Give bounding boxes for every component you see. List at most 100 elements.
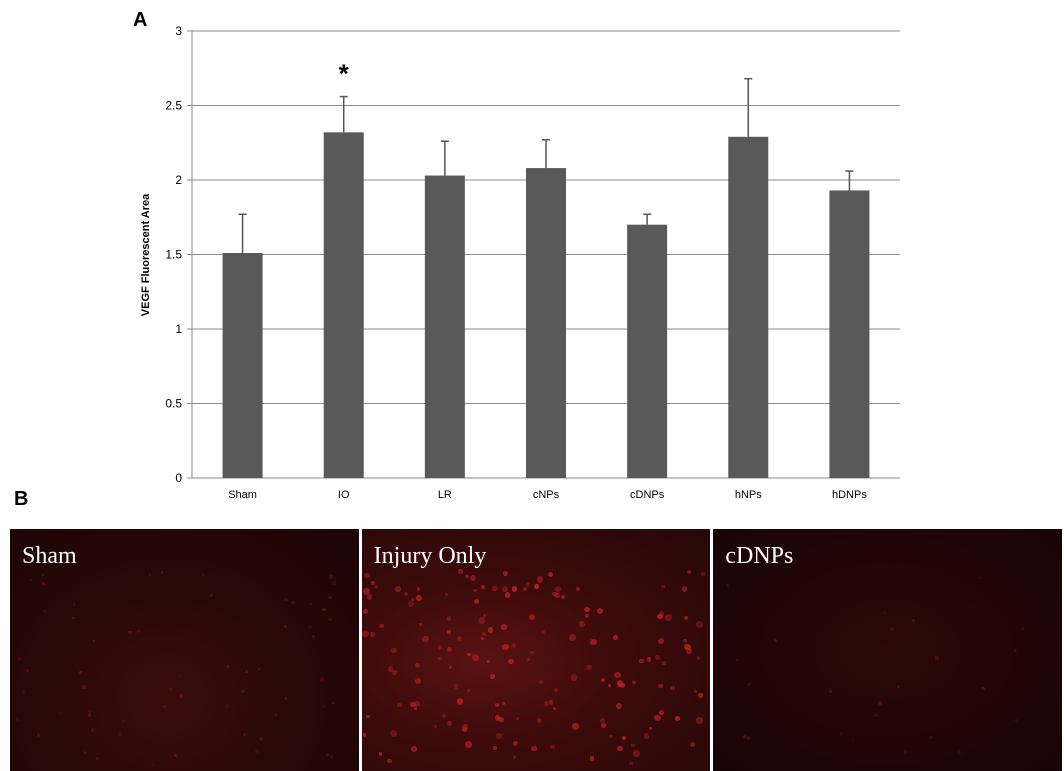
fluorescent-speckle: [607, 683, 612, 688]
fluorescent-speckle: [874, 713, 878, 718]
fluorescent-speckle: [362, 608, 369, 615]
fluorescent-speckle: [415, 678, 422, 684]
fluorescent-speckle: [570, 674, 577, 681]
fluorescent-speckle: [255, 749, 259, 754]
fluorescent-speckle: [322, 704, 326, 708]
fluorescent-speckle: [467, 689, 471, 693]
fluorescent-speckle: [1020, 627, 1025, 631]
fluorescent-speckle: [446, 616, 452, 621]
bar-hdnps: [829, 190, 870, 478]
category-label: LR: [438, 489, 452, 501]
fluorescent-speckle: [327, 617, 332, 622]
fluorescent-speckle: [395, 586, 401, 592]
fluorescent-speckle: [87, 713, 91, 717]
y-tick-label: 0.5: [165, 397, 182, 411]
fluorescent-speckle: [397, 703, 402, 708]
image-label: Injury Only: [373, 543, 487, 569]
fluorescent-speckle: [633, 750, 641, 758]
fluorescent-speckle: [617, 745, 623, 752]
fluorescent-speckle: [525, 581, 530, 586]
fluorescent-speckle: [387, 666, 394, 672]
fluorescent-speckle: [389, 730, 397, 737]
significance-marker: *: [339, 59, 350, 89]
fluorescent-speckle: [646, 656, 652, 662]
fluorescent-speckle: [639, 658, 644, 663]
fluorescent-speckle: [935, 656, 939, 660]
fluorescent-speckle: [226, 664, 230, 668]
image-label: Sham: [22, 543, 77, 569]
fluorescent-speckle: [981, 686, 985, 691]
fluorescent-speckle: [122, 719, 126, 724]
fluorescent-speckle: [553, 706, 557, 710]
fluorescent-speckle: [531, 745, 537, 752]
fluorescent-speckle: [584, 606, 590, 613]
fluorescent-speckle: [682, 638, 687, 643]
fluorescent-speckle: [284, 598, 288, 602]
fluorescent-speckle: [971, 606, 975, 610]
fluorescent-speckle: [495, 702, 500, 707]
fluorescent-speckle: [37, 733, 41, 737]
fluorescent-speckle: [151, 763, 154, 767]
fluorescent-speckle: [1013, 649, 1017, 653]
fluorescent-speckle: [619, 682, 625, 688]
fluorescent-speckle: [96, 756, 100, 760]
fluorescent-speckle: [589, 756, 595, 762]
fluorescent-speckle: [320, 677, 324, 682]
y-tick-label: 1: [175, 322, 182, 336]
fluorescent-speckle: [481, 636, 485, 640]
fluorescent-speckle: [284, 697, 288, 701]
fluorescent-speckle: [445, 592, 449, 596]
fluorescent-speckle: [735, 658, 739, 662]
fluorescent-speckle: [15, 717, 20, 721]
fluorescent-speckle: [403, 591, 408, 597]
fluorescent-speckle: [745, 735, 750, 740]
fluorescent-speckle: [478, 617, 486, 624]
fluorescent-speckle: [433, 724, 438, 729]
fluorescent-speckle: [536, 717, 543, 724]
fluorescent-speckle: [462, 726, 468, 733]
fluorescent-speckle: [528, 613, 535, 620]
fluorescent-speckle: [615, 702, 623, 710]
fluorescent-speckle: [553, 688, 558, 693]
fluorescent-speckle: [911, 619, 915, 622]
fluorescent-speckle: [160, 571, 164, 574]
fluorescent-speckle: [90, 728, 95, 732]
fluorescent-speckle: [169, 687, 173, 691]
fluorescent-speckle: [446, 647, 452, 653]
fluorescent-speckle: [422, 636, 429, 643]
fluorescent-speckle: [747, 682, 751, 686]
fluorescent-speckle: [366, 714, 370, 719]
fluorescent-speckle: [446, 629, 452, 635]
fluorescent-speckle: [694, 690, 698, 694]
fluorescent-speckle: [482, 613, 486, 618]
fluorescent-speckle: [480, 584, 486, 589]
fluorescent-speckle: [494, 715, 501, 721]
fluorescent-speckle: [414, 706, 418, 710]
fluorescent-speckle: [851, 737, 854, 741]
fluorescent-speckle: [72, 603, 76, 606]
fluorescent-speckle: [548, 700, 554, 705]
fluorescent-speckle: [622, 736, 627, 741]
fluorescent-speckle: [599, 718, 605, 724]
fluorescent-speckle: [72, 616, 75, 620]
fluorescent-speckle: [560, 594, 565, 599]
fluorescent-speckle: [590, 638, 597, 646]
category-label: cDNPs: [630, 489, 665, 501]
category-label: IO: [338, 489, 350, 501]
fluorescent-speckle: [416, 587, 420, 591]
fluorescent-speckle: [539, 680, 544, 684]
fluorescent-speckle: [578, 621, 585, 628]
fluorescent-speckle: [568, 634, 576, 641]
fluorescent-speckle: [379, 623, 385, 629]
fluorescent-speckle: [481, 631, 486, 636]
fluorescent-speckle: [378, 752, 383, 756]
fluorescent-speckle: [414, 663, 420, 668]
fluorescent-speckle: [904, 750, 908, 754]
fluorescent-speckle: [79, 671, 83, 674]
fluorescent-speckle: [414, 700, 420, 707]
fluorescent-speckle: [326, 753, 330, 757]
microscopy-image-sham: Sham: [10, 529, 359, 771]
category-label: hDNPs: [832, 489, 867, 501]
fluorescent-speckle: [179, 693, 183, 698]
fluorescent-speckle: [527, 658, 531, 662]
